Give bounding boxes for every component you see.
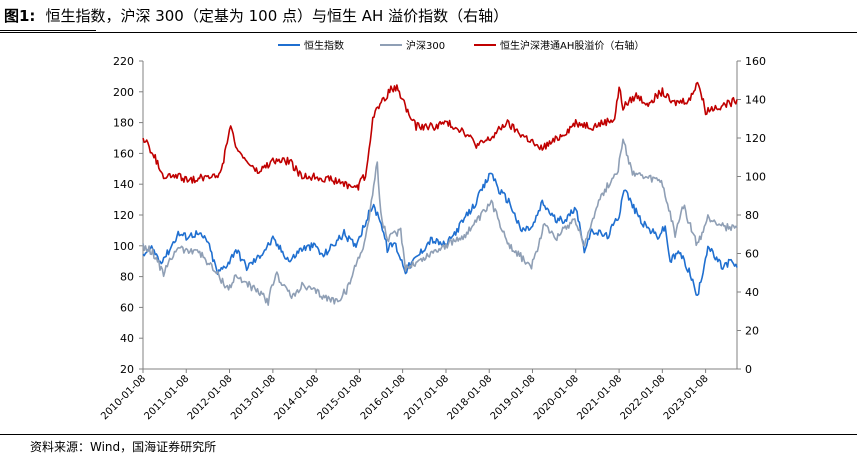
chart-series xyxy=(142,81,738,306)
y-left-tick-label: 200 xyxy=(113,86,134,99)
y-left-tick-label: 180 xyxy=(113,117,134,130)
legend-label: 恒生沪深港通AH股溢价（右轴） xyxy=(500,39,644,52)
y-right-tick-label: 100 xyxy=(745,171,766,184)
chart-legend: 恒生指数 沪深300 恒生沪深港通AH股溢价（右轴） xyxy=(278,39,644,52)
x-tick-label: 2023-01-08 xyxy=(662,373,711,422)
y-right-tick-label: 20 xyxy=(745,325,759,338)
y-right-tick-label: 120 xyxy=(745,132,766,145)
x-tick-label: 2014-01-08 xyxy=(272,373,321,422)
x-tick-label: 2017-01-08 xyxy=(402,373,451,422)
figure-title: 图1: 恒生指数，沪深 300（定基为 100 点）与恒生 AH 溢价指数（右轴） xyxy=(4,4,508,28)
x-tick-label: 2015-01-08 xyxy=(316,373,365,422)
top-rule xyxy=(0,32,857,33)
x-tick-label: 2021-01-08 xyxy=(575,373,624,422)
y-left-tick-label: 140 xyxy=(113,178,134,191)
x-tick-label: 2020-01-08 xyxy=(532,373,581,422)
x-tick-label: 2010-01-08 xyxy=(99,373,148,422)
y-left-tick-label: 160 xyxy=(113,147,134,160)
bottom-rule xyxy=(0,434,857,435)
x-tick-label: 2011-01-08 xyxy=(142,373,191,422)
series-line-3 xyxy=(142,81,738,191)
x-tick-label: 2013-01-08 xyxy=(229,373,278,422)
source-note: 资料来源：Wind，国海证券研究所 xyxy=(30,440,217,454)
y-left-tick-label: 20 xyxy=(120,363,134,376)
figure-number: 图1: xyxy=(4,7,36,25)
y-right-tick-label: 60 xyxy=(745,248,759,261)
x-tick-label: 2022-01-08 xyxy=(619,373,668,422)
x-tick-label: 2012-01-08 xyxy=(186,373,235,422)
y-left-tick-label: 220 xyxy=(113,55,134,68)
line-chart: 恒生指数 沪深300 恒生沪深港通AH股溢价（右轴） 20 40 60 80 100 120 1… xyxy=(99,39,766,422)
y-left-tick-label: 120 xyxy=(113,209,134,222)
title-underline xyxy=(0,30,96,31)
x-tick-label: 2018-01-08 xyxy=(445,373,494,422)
legend-label: 沪深300 xyxy=(406,39,445,52)
y-right-tick-label: 80 xyxy=(745,209,759,222)
y-left-tick-label: 40 xyxy=(120,332,134,345)
y-left-tick-label: 100 xyxy=(113,240,134,253)
y-right-tick-label: 160 xyxy=(745,55,766,68)
y-right-tick-label: 40 xyxy=(745,286,759,299)
legend-label: 恒生指数 xyxy=(304,39,344,52)
y-left-tick-label: 80 xyxy=(120,271,134,284)
figure-title-text: 恒生指数，沪深 300（定基为 100 点）与恒生 AH 溢价指数（右轴） xyxy=(45,7,509,25)
y-left-tick-label: 60 xyxy=(120,301,134,314)
y-right-tick-label: 140 xyxy=(745,94,766,107)
series-line-2 xyxy=(142,138,738,306)
series-line-1 xyxy=(142,172,738,296)
x-tick-label: 2019-01-08 xyxy=(489,373,538,422)
y-right-tick-label: 0 xyxy=(745,363,752,376)
x-tick-label: 2016-01-08 xyxy=(359,373,408,422)
